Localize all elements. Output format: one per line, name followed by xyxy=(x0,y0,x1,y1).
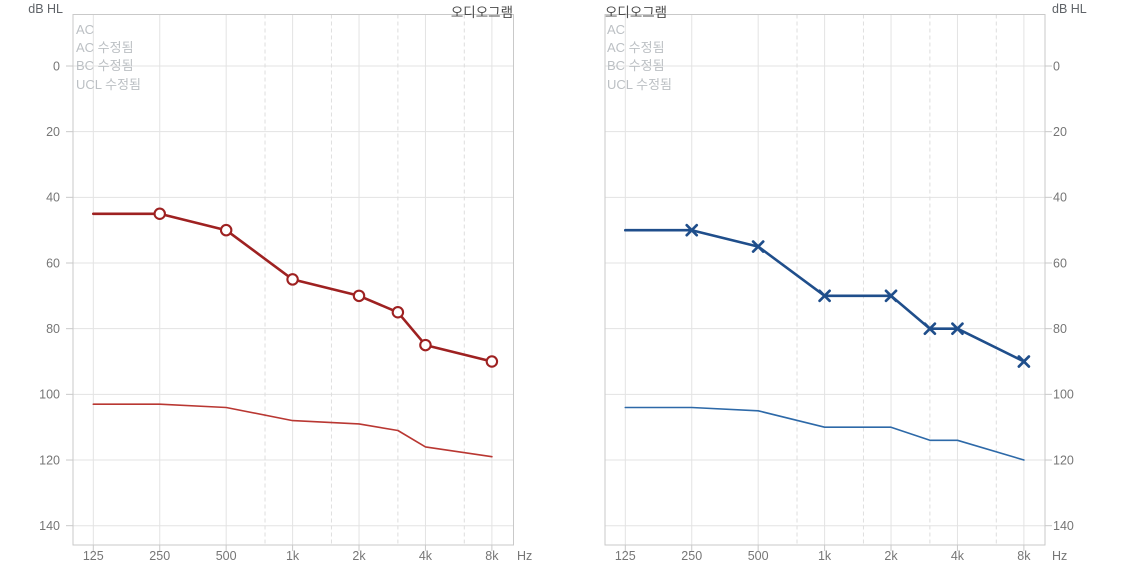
x-tick-label: 4k xyxy=(951,549,965,563)
series-line xyxy=(624,406,1025,461)
y-tick-label: 0 xyxy=(53,59,60,73)
audiogram-panel-blue: 0 20 40 60 80 100 120 140 125 250 500 1k 2k 4k 8k 오디오그… xyxy=(563,0,1127,564)
x-tick-label: 1k xyxy=(818,549,832,563)
threshold-marker-x[interactable] xyxy=(951,322,964,336)
y-tick-label: 20 xyxy=(46,125,60,139)
series-line xyxy=(92,212,494,363)
legend-item-ucl-modified[interactable]: UCL 수정됨 xyxy=(76,76,142,92)
y-tick-label: 80 xyxy=(46,322,60,336)
hz-axis-label: Hz xyxy=(1052,549,1068,563)
legend-item-ucl-modified[interactable]: UCL 수정됨 xyxy=(607,76,673,92)
x-tick-label: 2k xyxy=(884,549,898,563)
x-tick-label: 1k xyxy=(286,549,300,563)
threshold-marker-x[interactable] xyxy=(751,240,765,253)
legend-item-ac[interactable]: AC xyxy=(76,22,95,37)
y-tick-label: 120 xyxy=(39,453,60,467)
threshold-marker-circle[interactable] xyxy=(485,355,499,368)
threshold-marker-circle[interactable] xyxy=(219,223,233,237)
y-tick-label: 40 xyxy=(46,191,60,205)
y-tick-label: 60 xyxy=(1053,256,1067,270)
x-tick-label: 500 xyxy=(216,549,237,563)
series-UCL 수정됨[interactable] xyxy=(92,403,493,458)
threshold-marker-circle[interactable] xyxy=(286,273,299,286)
x-tick-label: 125 xyxy=(83,549,104,563)
legend-item-ac-modified[interactable]: AC 수정됨 xyxy=(607,40,665,56)
x-tick-label: 4k xyxy=(419,549,433,563)
legend-item-bc-modified[interactable]: BC 수정됨 xyxy=(76,58,134,74)
db-axis-label: dB HL xyxy=(28,2,63,16)
legend-item-bc-modified[interactable]: BC 수정됨 xyxy=(607,58,665,74)
x-tick-label: 250 xyxy=(681,549,702,563)
threshold-marker-x[interactable] xyxy=(884,289,898,303)
series-line xyxy=(624,228,1026,363)
threshold-marker-circle[interactable] xyxy=(153,207,166,221)
legend-item-ac[interactable]: AC xyxy=(607,22,626,37)
chart-legend: AC AC 수정됨 BC 수정됨 UCL 수정됨 xyxy=(76,21,141,94)
grid: 0 20 40 60 80 100 120 140 125 250 500 1k 2k 4k 8k xyxy=(604,14,1074,563)
grid: 0 20 40 60 80 100 120 140 125 250 500 1k 2k 4k 8k xyxy=(39,14,514,563)
legend-item-ac-modified[interactable]: AC 수정됨 xyxy=(76,40,134,56)
y-tick-label: 0 xyxy=(1053,59,1060,73)
y-tick-label: 80 xyxy=(1053,322,1067,336)
series-AC[interactable] xyxy=(92,207,499,368)
y-tick-label: 20 xyxy=(1053,125,1067,139)
x-tick-label: 8k xyxy=(1017,549,1031,563)
x-tick-label: 125 xyxy=(615,549,636,563)
threshold-marker-x[interactable] xyxy=(923,322,937,336)
threshold-marker-x[interactable] xyxy=(818,289,831,303)
y-tick-label: 100 xyxy=(1053,388,1074,402)
x-tick-label: 8k xyxy=(485,549,499,563)
chart-title: 오디오그램 xyxy=(450,5,513,20)
series-UCL 수정됨[interactable] xyxy=(624,406,1025,461)
y-tick-label: 140 xyxy=(39,519,60,533)
y-tick-label: 140 xyxy=(1053,519,1074,533)
hz-axis-label: Hz xyxy=(517,549,533,563)
x-tick-label: 2k xyxy=(352,549,366,563)
threshold-marker-x[interactable] xyxy=(1017,355,1031,368)
y-tick-label: 100 xyxy=(39,388,60,402)
threshold-marker-x[interactable] xyxy=(685,223,699,237)
audiogram-panel-red: 0 20 40 60 80 100 120 140 125 250 500 1k 2k 4k 8k dB H… xyxy=(0,0,563,564)
y-tick-label: 120 xyxy=(1053,453,1074,467)
threshold-marker-circle[interactable] xyxy=(352,289,366,303)
series-line xyxy=(92,403,493,458)
y-tick-label: 60 xyxy=(46,256,60,270)
threshold-marker-circle[interactable] xyxy=(391,306,405,319)
audiogram-chart-blue[interactable]: 0 20 40 60 80 100 120 140 125 250 500 1k 2k 4k 8k xyxy=(563,0,1127,564)
threshold-marker-circle[interactable] xyxy=(419,338,432,352)
x-tick-label: 250 xyxy=(149,549,170,563)
chart-title: 오디오그램 xyxy=(605,5,668,20)
x-tick-label: 500 xyxy=(748,549,769,563)
series-AC[interactable] xyxy=(624,223,1031,368)
y-tick-label: 40 xyxy=(1053,191,1067,205)
audiogram-chart-red[interactable]: 0 20 40 60 80 100 120 140 125 250 500 1k 2k 4k 8k xyxy=(0,0,563,564)
chart-legend: AC AC 수정됨 BC 수정됨 UCL 수정됨 xyxy=(607,21,672,94)
db-axis-label: dB HL xyxy=(1052,2,1087,16)
